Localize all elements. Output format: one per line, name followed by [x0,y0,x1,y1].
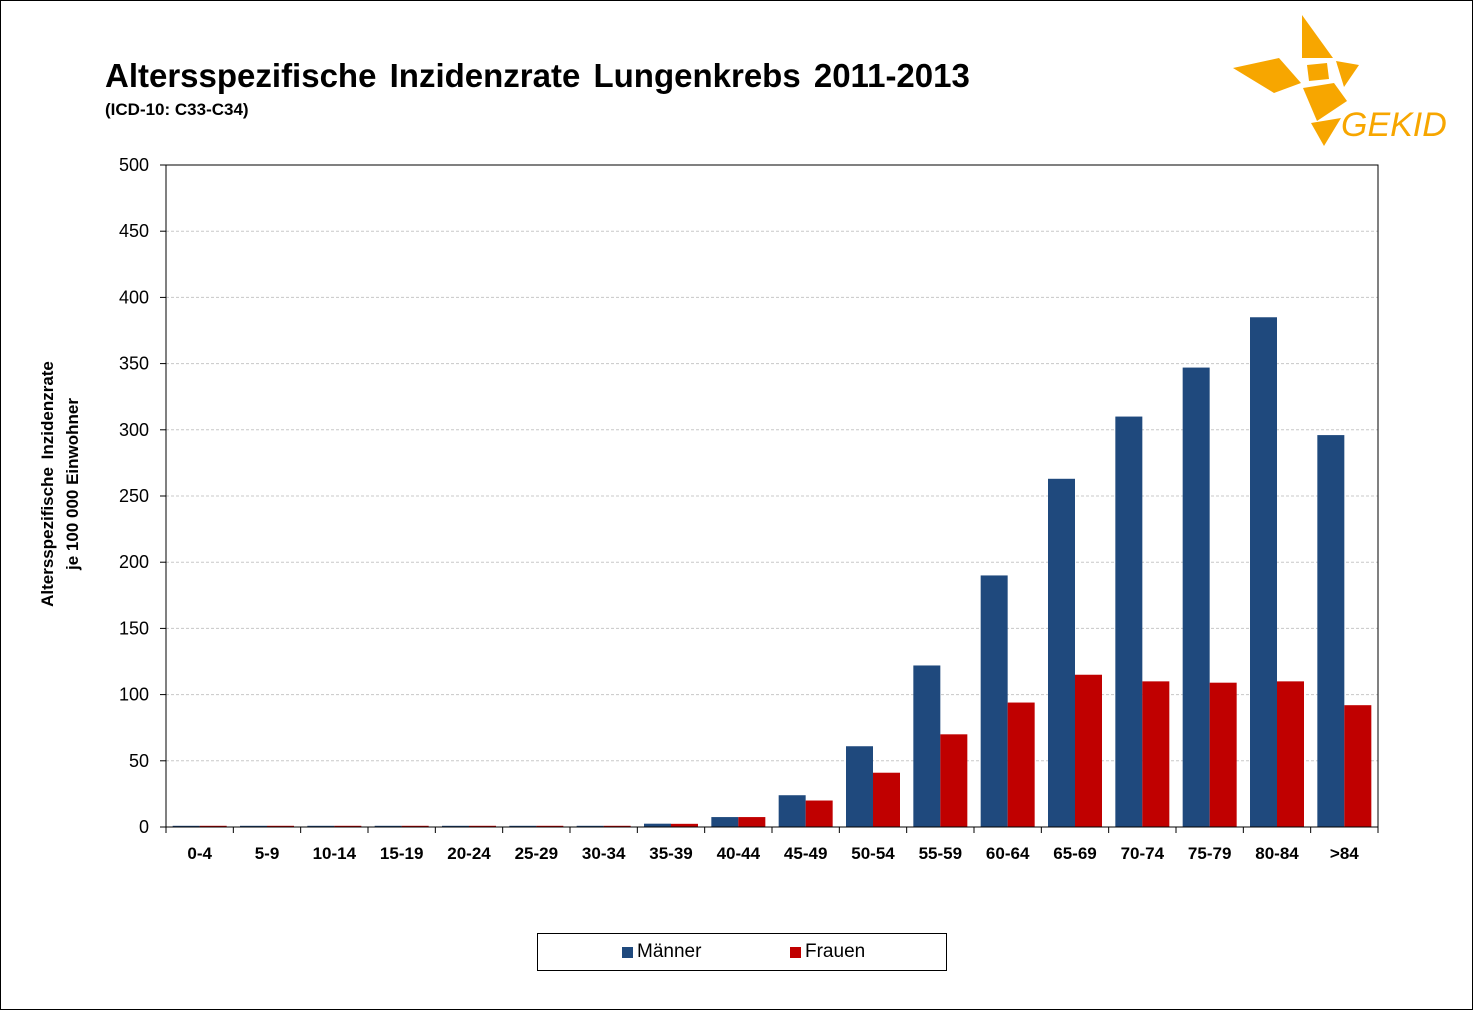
y-tick-label-250: 250 [119,486,149,506]
bar-women-35-39 [671,823,698,827]
bar-men-65-69 [1048,478,1075,827]
legend-swatch-men [622,946,633,958]
bar-men-75-79 [1182,367,1210,827]
bar-women-50-54 [873,772,900,827]
bars [172,317,1372,827]
legend-item-women: Frauen [790,934,865,970]
bar-women-5-9 [267,825,294,827]
bar-women-80-84 [1277,681,1304,827]
bar-men-25-29 [509,825,537,827]
y-tick-label-500: 500 [119,155,149,175]
x-tick-label-30-34: 30-34 [582,844,626,863]
bar-women-60-64 [1007,702,1035,827]
x-tick-label-20-24: 20-24 [447,844,491,863]
gekid-logo: GEKID [1233,15,1447,146]
bar-men-10-14 [307,825,335,827]
gekid-logo-text: GEKID [1341,106,1447,144]
y-tick-label-0: 0 [139,817,149,837]
y-axis-label-line2: je 100 000 Einwohner [63,398,82,571]
x-tick-label-5-9: 5-9 [255,844,280,863]
x-tick-label-75-79: 75-79 [1188,844,1231,863]
gekid-logo-mark [1233,15,1359,146]
x-tick-label-40-44: 40-44 [717,844,761,863]
bar-men-5-9 [240,825,267,827]
bar-women-45-49 [805,800,833,827]
chart-legend: Männer Frauen [537,933,947,971]
x-tick-label-15-19: 15-19 [380,844,423,863]
bar-women-10-14 [334,825,362,827]
bar-men-30-34 [576,825,604,827]
x-tick-label-25-29: 25-29 [515,844,558,863]
bar-women-75-79 [1209,682,1237,827]
bar-men-55-59 [913,665,941,827]
chart-subtitle: (ICD-10: C33-C34) [105,100,249,119]
bar-men->84 [1317,435,1345,827]
bar-men-15-19 [374,825,402,827]
x-tick-label-50-54: 50-54 [851,844,895,863]
x-tick-label-70-74: 70-74 [1121,844,1165,863]
bar-women-0-4 [199,825,227,827]
bar-men-45-49 [778,795,806,827]
bar-men-20-24 [442,825,469,827]
x-tick-label-35-39: 35-39 [649,844,692,863]
y-tick-label-450: 450 [119,221,149,241]
bar-women-55-59 [940,734,968,827]
gridlines [166,230,1378,762]
legend-label-men: Männer [637,941,702,962]
bar-women-15-19 [401,825,429,827]
y-tick-labels: 0 50 100 150 200 250 300 350 400 450 500 [119,155,166,837]
bar-men-60-64 [980,575,1008,827]
bar-men-35-39 [644,823,671,827]
y-tick-label-50: 50 [129,751,149,771]
x-tick-label-60-64: 60-64 [986,844,1030,863]
x-tick-label-65-69: 65-69 [1053,844,1096,863]
legend-swatch-women [790,946,801,958]
x-tick-labels: 0-4 5-9 10-14 15-19 20-24 25-29 30-34 35-39 40-4… [165,827,1379,863]
y-tick-label-100: 100 [119,685,149,705]
bar-women-70-74 [1142,681,1170,827]
y-tick-label-200: 200 [119,552,149,572]
bar-women-20-24 [469,825,496,827]
x-tick-label-80-84: 80-84 [1255,844,1299,863]
x-tick-label-10-14: 10-14 [313,844,357,863]
bar-men-70-74 [1115,416,1143,827]
bar-women->84 [1344,705,1372,827]
x-tick-label-45-49: 45-49 [784,844,827,863]
y-tick-label-350: 350 [119,354,149,374]
bar-women-30-34 [603,825,631,827]
y-axis-label-line1: Altersspezifische Inzidenzrate [38,361,57,607]
bar-women-40-44 [738,817,766,827]
bar-women-65-69 [1075,674,1102,827]
y-tick-label-300: 300 [119,420,149,440]
x-tick-label-0-4: 0-4 [187,844,212,863]
x-tick-label->84: >84 [1330,844,1359,863]
bar-men-50-54 [846,746,873,827]
bar-women-25-29 [536,825,564,827]
y-tick-label-150: 150 [119,618,149,638]
bar-men-40-44 [711,817,739,827]
bar-men-80-84 [1250,317,1277,827]
bar-men-0-4 [172,825,200,827]
chart-title: Altersspezifische Inzidenzrate Lungenkre… [105,57,970,94]
x-tick-label-55-59: 55-59 [919,844,962,863]
legend-label-women: Frauen [805,941,866,962]
y-tick-label-400: 400 [119,287,149,307]
legend-item-men: Männer [622,934,701,970]
